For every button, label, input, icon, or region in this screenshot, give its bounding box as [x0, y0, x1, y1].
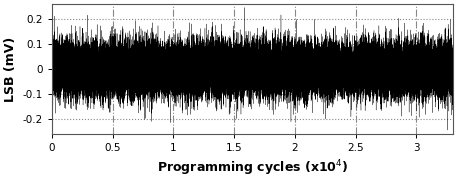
Y-axis label: LSB (mV): LSB (mV) — [4, 36, 17, 102]
X-axis label: Programming cycles (x10$^4$): Programming cycles (x10$^4$) — [157, 158, 348, 178]
